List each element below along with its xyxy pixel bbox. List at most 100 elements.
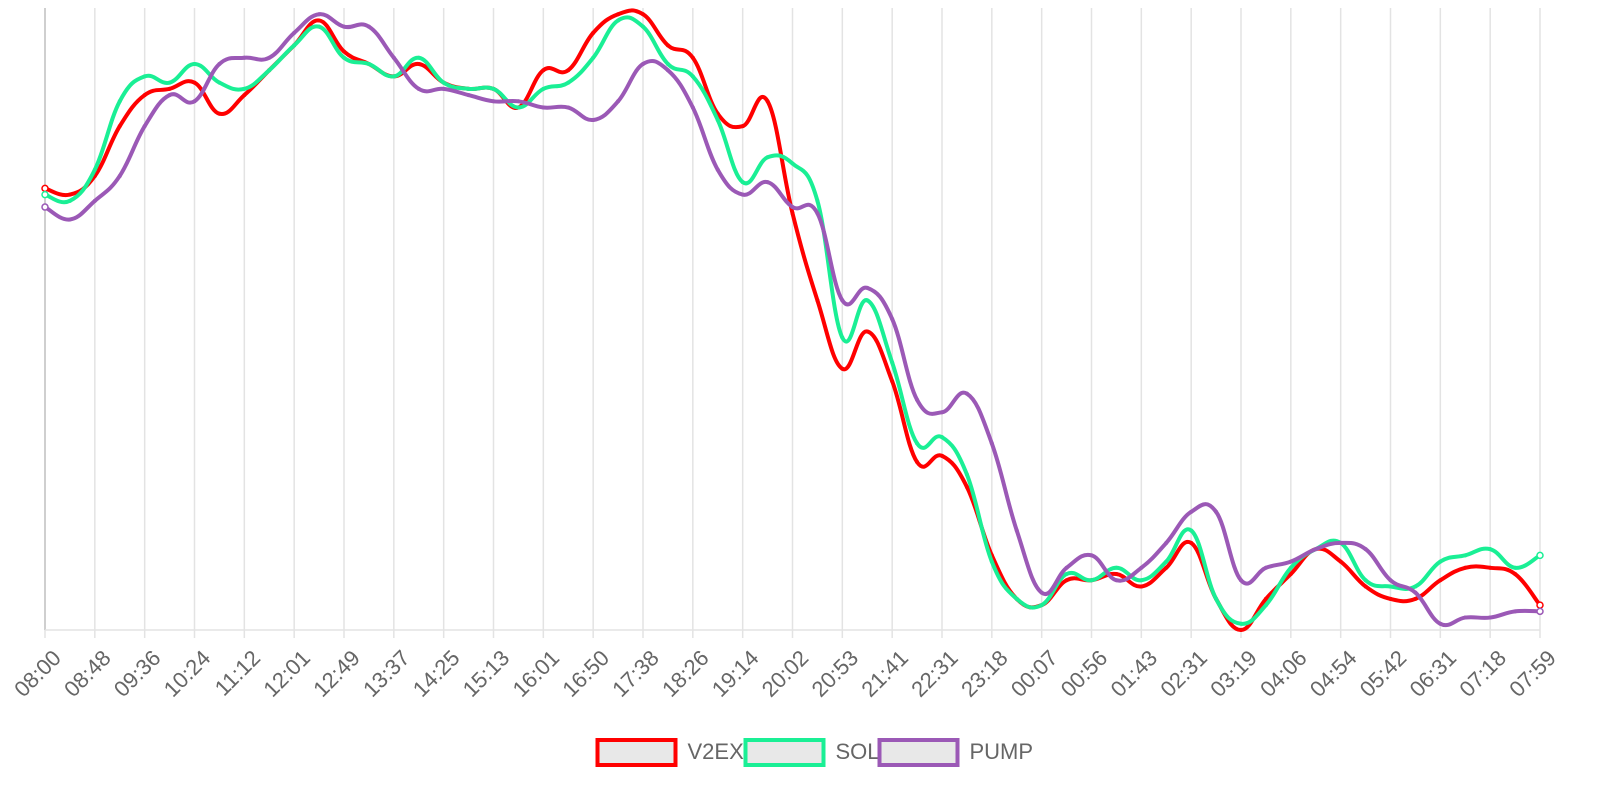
- point: [616, 12, 621, 17]
- point: [940, 453, 944, 458]
- point: [1164, 565, 1169, 570]
- x-tick-label: 23:18: [956, 645, 1013, 702]
- x-tick-label: 12:01: [258, 645, 315, 702]
- x-tick-label: 20:53: [807, 645, 864, 702]
- point: [790, 205, 795, 210]
- x-tick-label: 00:07: [1006, 645, 1063, 702]
- x-tick-label: 08:48: [59, 645, 116, 702]
- point: [840, 335, 845, 340]
- x-tick-label: 02:31: [1155, 645, 1212, 702]
- point: [1288, 565, 1293, 570]
- point: [690, 105, 695, 110]
- x-tick-label: 00:56: [1056, 645, 1113, 702]
- point: [1313, 547, 1318, 552]
- point: [491, 99, 496, 104]
- x-tick-label: 13:37: [358, 645, 415, 702]
- point: [915, 441, 920, 446]
- x-tick-label: 12:49: [308, 645, 365, 702]
- point: [1164, 540, 1169, 545]
- point: [989, 441, 994, 446]
- point: [915, 460, 920, 465]
- point: [117, 124, 122, 129]
- point: [1288, 559, 1293, 564]
- point: [317, 12, 322, 17]
- x-tick-label: 01:43: [1106, 645, 1163, 702]
- point: [466, 86, 471, 91]
- x-tick-label: 08:00: [9, 645, 66, 702]
- point: [1263, 596, 1268, 601]
- point: [192, 80, 197, 85]
- x-tick-label: 07:59: [1504, 645, 1561, 702]
- point: [1214, 596, 1219, 601]
- point: [416, 61, 421, 66]
- point: [790, 211, 795, 216]
- point: [690, 74, 695, 79]
- x-tick-label: 20:02: [757, 645, 814, 702]
- point: [391, 74, 396, 79]
- point: [267, 68, 272, 73]
- point: [366, 61, 371, 66]
- point: [1089, 553, 1094, 558]
- point: [890, 379, 895, 384]
- x-tick-label: 18:26: [657, 645, 714, 702]
- x-tick-label: 05:42: [1355, 645, 1412, 702]
- point: [1139, 584, 1144, 589]
- point: [1164, 559, 1169, 564]
- point: [267, 55, 272, 60]
- legend-swatch: [595, 738, 678, 767]
- x-tick-label: 09:36: [109, 645, 166, 702]
- point: [1039, 603, 1044, 608]
- point: [1488, 615, 1493, 620]
- point: [391, 55, 396, 60]
- point: [541, 68, 546, 73]
- x-tick-label: 10:24: [159, 645, 216, 702]
- point: [1513, 609, 1518, 614]
- point: [591, 30, 596, 35]
- point: [989, 559, 994, 564]
- point: [317, 24, 322, 29]
- point: [715, 117, 720, 122]
- x-tick-label: 14:25: [408, 645, 465, 702]
- point: [416, 55, 421, 60]
- x-tick-label: 15:13: [458, 645, 515, 702]
- point: [366, 24, 371, 29]
- point: [491, 86, 496, 91]
- point: [1139, 565, 1144, 570]
- point: [840, 366, 845, 371]
- point: [915, 397, 920, 402]
- point: [1189, 540, 1194, 545]
- point: [765, 155, 770, 160]
- point: [1513, 572, 1518, 577]
- point: [1438, 559, 1443, 564]
- point: [41, 203, 49, 211]
- x-tick-label: 03:19: [1205, 645, 1262, 702]
- point: [964, 484, 969, 489]
- point: [1064, 572, 1069, 577]
- point: [342, 55, 346, 60]
- point: [142, 93, 147, 98]
- legend-label: SOL: [836, 739, 880, 764]
- legend-label: V2EX: [688, 739, 745, 764]
- point: [1536, 601, 1544, 609]
- point: [1363, 547, 1368, 552]
- point: [1463, 565, 1468, 570]
- point: [292, 30, 297, 35]
- point: [466, 93, 471, 98]
- point: [641, 61, 645, 66]
- point: [1413, 590, 1418, 595]
- point: [1413, 584, 1418, 589]
- point: [92, 167, 97, 172]
- point: [1513, 565, 1518, 570]
- point: [1064, 565, 1069, 570]
- point: [1288, 572, 1293, 577]
- point: [790, 161, 795, 166]
- point: [1363, 584, 1368, 589]
- point: [1214, 509, 1219, 514]
- point: [1189, 509, 1194, 514]
- point: [1438, 578, 1443, 583]
- point: [765, 180, 770, 185]
- x-tick-label: 16:50: [557, 645, 614, 702]
- x-tick-label: 21:41: [856, 645, 913, 702]
- point: [940, 435, 944, 440]
